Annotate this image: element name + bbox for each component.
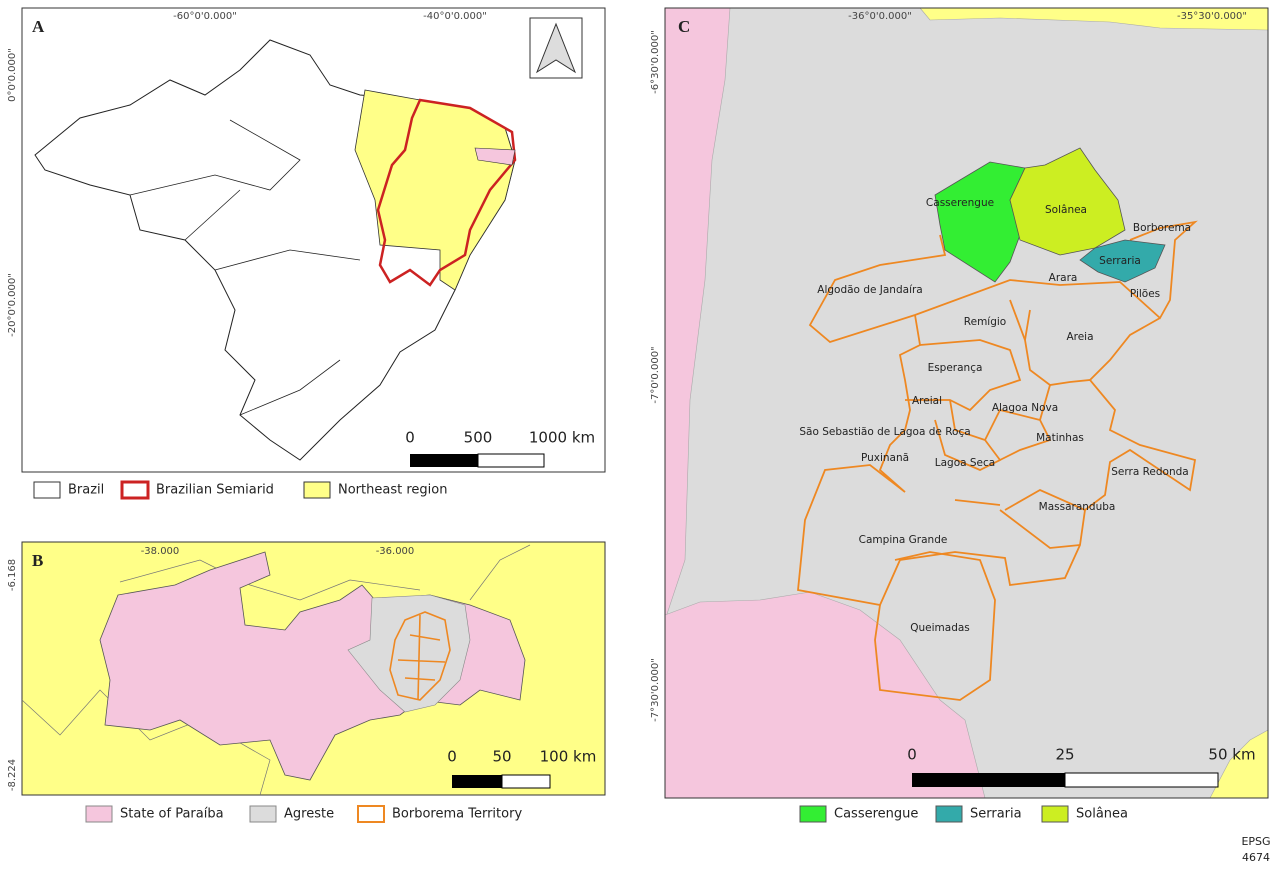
state-borders — [129, 119, 361, 416]
scale-label: 25 — [1055, 746, 1074, 764]
state-borders-b — [21, 544, 531, 796]
coord-label: -36°0'0.000" — [848, 11, 912, 22]
coord-label: -38.000 — [141, 546, 180, 557]
municipality-label: Pilões — [1130, 288, 1160, 300]
municipality-label: Remígio — [964, 316, 1006, 328]
coord-label: -7°0'0.000" — [650, 346, 661, 403]
scale-label: 50 km — [1208, 746, 1255, 764]
panel-label: A — [32, 17, 45, 36]
legend-swatch — [120, 480, 150, 500]
municipality-label: Casserengue — [926, 197, 994, 209]
municipality-label: São Sebastião de Lagoa de Roça — [799, 426, 970, 438]
coord-label: -7°30'0.000" — [650, 658, 661, 722]
municipality-label: Areial — [912, 395, 942, 407]
scale-label: 500 — [464, 429, 493, 447]
legend-swatch — [1041, 805, 1069, 823]
coord-label: -60°0'0.000" — [173, 11, 237, 22]
legend-label: Brazilian Semiarid — [156, 483, 274, 498]
coord-label: -35°30'0.000" — [1177, 11, 1247, 22]
legend-label: Borborema Territory — [392, 807, 522, 822]
municipality-label: Arara — [1049, 272, 1078, 284]
municipality-label: Serraria — [1099, 255, 1141, 267]
municipality-labels: Casserengue Solânea Borborema Serraria A… — [799, 197, 1191, 634]
panel-label: B — [32, 551, 43, 570]
coord-label: -6°30'0.000" — [650, 30, 661, 94]
scale-label: 0 — [447, 748, 457, 766]
municipality-label: Massaranduba — [1039, 501, 1116, 513]
epsg-code: 4674 — [1242, 851, 1270, 864]
municipality-label: Esperança — [928, 362, 983, 374]
scale-bar — [452, 775, 502, 788]
coord-label: 0°0'0.000" — [7, 48, 18, 102]
legend-swatch — [799, 805, 827, 823]
legend-swatch — [935, 805, 963, 823]
legend-swatch — [303, 481, 331, 499]
legend-label: Northeast region — [338, 483, 447, 498]
solanea — [1009, 147, 1126, 256]
scale-label: 100 km — [540, 748, 597, 766]
scale-label: 0 — [405, 429, 415, 447]
legend-swatch — [33, 481, 61, 499]
scale-bar — [477, 453, 545, 468]
coord-label: -36.000 — [376, 546, 415, 557]
legend-label: Serraria — [970, 807, 1022, 822]
paraiba-small — [474, 147, 516, 166]
coord-label: -40°0'0.000" — [423, 11, 487, 22]
panel-c-frame — [664, 7, 1269, 799]
semiarid — [376, 98, 517, 287]
legend-swatch — [357, 805, 385, 823]
municipality-label: Puxinanã — [861, 452, 909, 464]
municipality-label: Serra Redonda — [1111, 466, 1188, 478]
north-arrow — [535, 22, 577, 74]
scale-label: 1000 km — [529, 429, 595, 447]
scale-label: 50 — [492, 748, 511, 766]
municipality-label: Matinhas — [1036, 432, 1084, 444]
legend-label: Solânea — [1076, 807, 1128, 822]
paraiba-area — [664, 7, 731, 621]
legend-label: Brazil — [68, 483, 104, 498]
scale-bar — [1064, 772, 1219, 788]
municipality-label: Queimadas — [910, 622, 970, 634]
legend-label: State of Paraíba — [120, 807, 224, 822]
epsg-label: EPSG — [1241, 835, 1270, 848]
municipality-label: Borborema — [1133, 222, 1191, 234]
municipality-label: Lagoa Seca — [935, 457, 995, 469]
municipality-label: Campina Grande — [859, 534, 948, 546]
municipality-label: Areia — [1066, 331, 1093, 343]
scale-bar — [410, 454, 478, 467]
scale-bar — [501, 774, 551, 789]
legend-swatch — [249, 805, 277, 823]
municipality-borders — [797, 220, 1198, 701]
serraria — [1079, 239, 1166, 283]
north-arrow-box — [529, 17, 583, 79]
municipality-label: Alagoa Nova — [992, 402, 1058, 414]
coord-label: -6.168 — [7, 559, 18, 591]
coord-label: -8.224 — [7, 759, 18, 791]
borborema-b — [389, 611, 451, 701]
municipality-label: Algodão de Jandaíra — [817, 284, 922, 296]
legend-label: Agreste — [284, 807, 334, 822]
coord-label: -20°0'0.000" — [7, 273, 18, 337]
agreste — [347, 594, 471, 713]
scale-label: 0 — [907, 746, 917, 764]
legend-swatch — [85, 805, 113, 823]
municipality-label: Solânea — [1045, 204, 1087, 216]
scale-bar — [912, 773, 1065, 787]
panel-label: C — [678, 17, 690, 36]
legend-label: Casserengue — [834, 807, 918, 822]
